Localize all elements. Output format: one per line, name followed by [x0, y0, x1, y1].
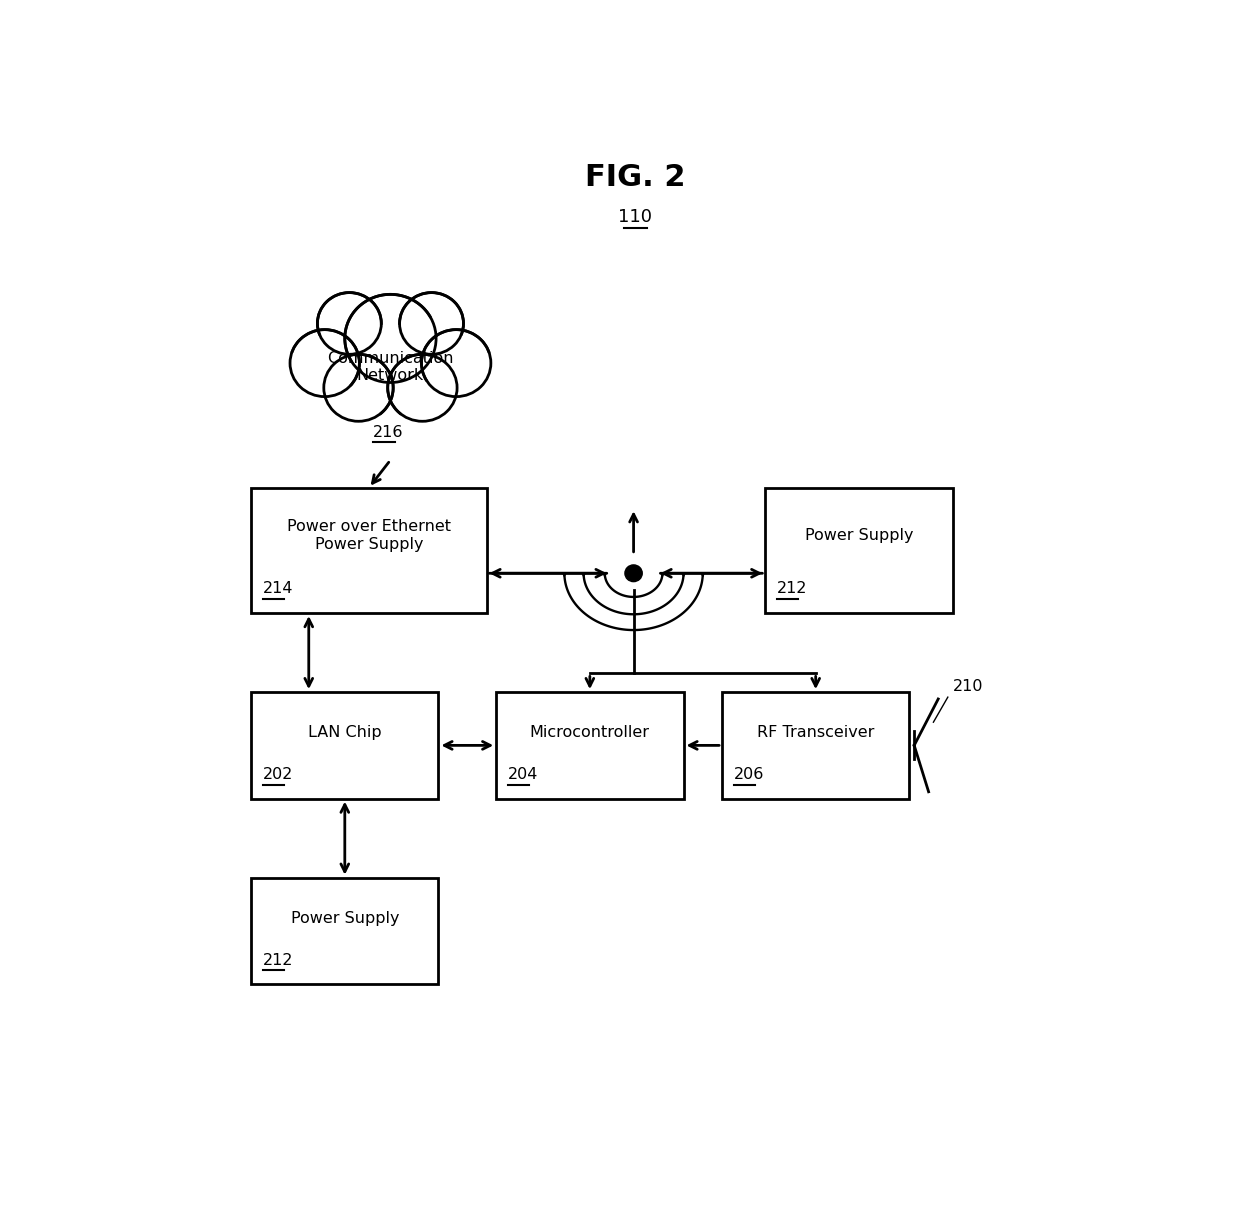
Text: Power over Ethernet
Power Supply: Power over Ethernet Power Supply	[286, 519, 451, 552]
Text: Power Supply: Power Supply	[290, 911, 399, 925]
Circle shape	[388, 354, 458, 422]
Text: RF Transceiver: RF Transceiver	[756, 725, 874, 740]
Text: 212: 212	[776, 582, 807, 596]
Circle shape	[290, 330, 360, 396]
Text: FIG. 2: FIG. 2	[585, 163, 686, 192]
Circle shape	[345, 294, 436, 382]
FancyBboxPatch shape	[250, 488, 486, 613]
Text: Microcontroller: Microcontroller	[529, 725, 650, 740]
Ellipse shape	[312, 299, 467, 413]
Circle shape	[422, 330, 491, 396]
Circle shape	[399, 293, 464, 354]
FancyBboxPatch shape	[250, 877, 439, 984]
Text: Communication
Network: Communication Network	[327, 351, 454, 383]
Text: LAN Chip: LAN Chip	[308, 725, 382, 740]
Text: 206: 206	[734, 768, 764, 782]
Circle shape	[324, 354, 393, 422]
Text: 110: 110	[619, 208, 652, 227]
FancyBboxPatch shape	[496, 692, 683, 799]
FancyBboxPatch shape	[765, 488, 952, 613]
Text: 216: 216	[373, 424, 404, 440]
Circle shape	[625, 565, 642, 582]
FancyBboxPatch shape	[250, 692, 439, 799]
Text: 214: 214	[263, 582, 293, 596]
Ellipse shape	[320, 310, 461, 407]
Text: Power Supply: Power Supply	[805, 528, 913, 543]
Text: 202: 202	[263, 768, 293, 782]
Text: 210: 210	[952, 680, 983, 694]
Text: 204: 204	[507, 768, 538, 782]
Circle shape	[317, 293, 382, 354]
FancyBboxPatch shape	[722, 692, 909, 799]
Text: 212: 212	[263, 953, 293, 968]
